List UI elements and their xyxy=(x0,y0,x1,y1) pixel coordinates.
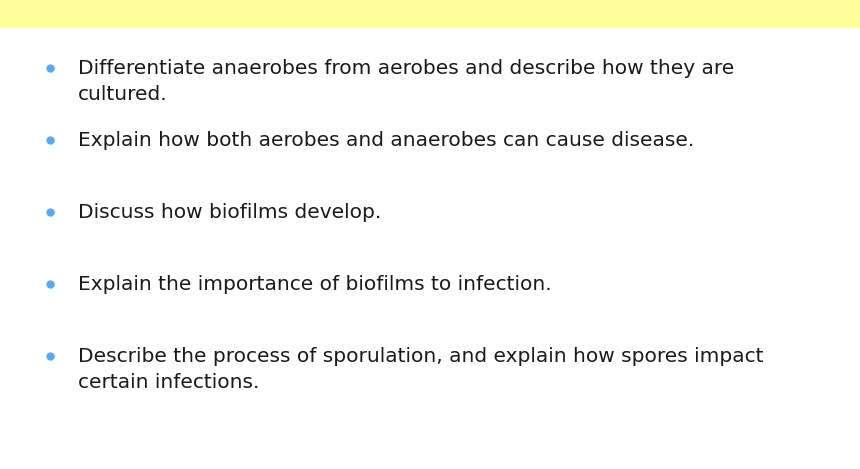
Text: Discuss how biofilms develop.: Discuss how biofilms develop. xyxy=(78,203,381,221)
Text: Explain the importance of biofilms to infection.: Explain the importance of biofilms to in… xyxy=(78,274,551,294)
Text: Explain how both aerobes and anaerobes can cause disease.: Explain how both aerobes and anaerobes c… xyxy=(78,130,694,150)
Text: certain infections.: certain infections. xyxy=(78,372,260,392)
Text: Differentiate anaerobes from aerobes and describe how they are: Differentiate anaerobes from aerobes and… xyxy=(78,59,734,77)
Bar xyxy=(0,0,860,28)
Text: cultured.: cultured. xyxy=(78,84,168,104)
Text: Describe the process of sporulation, and explain how spores impact: Describe the process of sporulation, and… xyxy=(78,347,764,365)
